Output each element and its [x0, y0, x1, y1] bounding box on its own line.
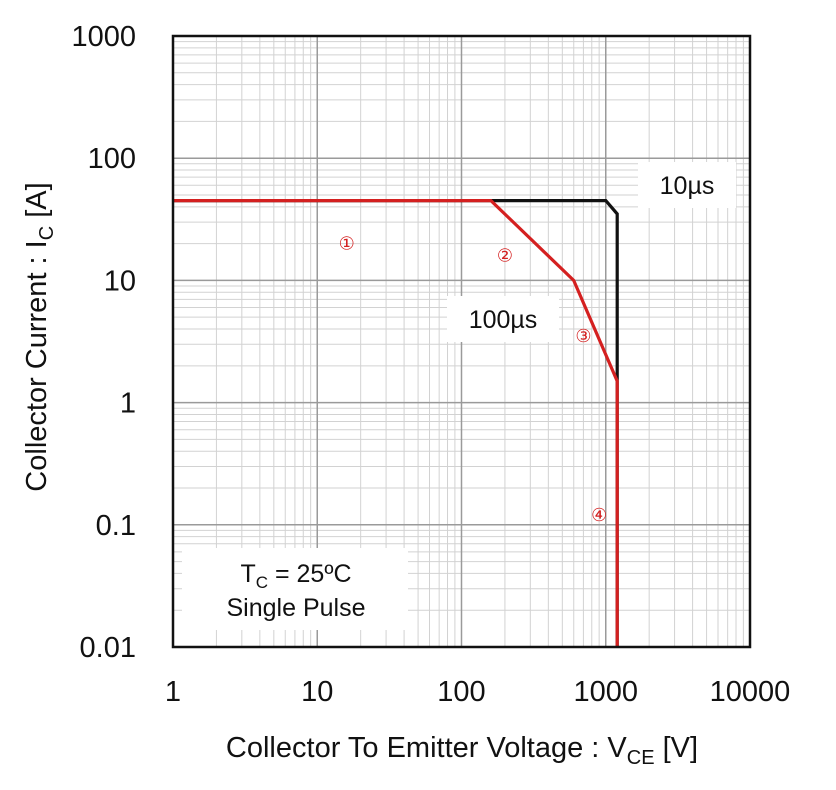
label-10us-box	[638, 162, 736, 208]
y-axis-label: Collector Current : IC [A]	[21, 182, 58, 491]
region-marker: ④	[591, 505, 607, 526]
y-axis-label-unit: [A]	[21, 182, 53, 226]
x-tick-label: 10	[301, 676, 333, 708]
major-grid	[173, 36, 750, 647]
minor-grid	[173, 36, 750, 647]
region-marker: ②	[497, 245, 513, 266]
label-10us: 10µs	[660, 172, 715, 200]
y-tick-label: 1000	[71, 21, 136, 53]
region-marker: ③	[575, 326, 591, 347]
x-axis-label-main: Collector To Emitter Voltage : V	[226, 732, 627, 764]
series-layer: ① ② ③ ④	[173, 199, 619, 647]
plot-frame	[171, 34, 752, 649]
tick-labels: 1 10 100 1000 10000 0.01 0.1 1 10 100 1000	[71, 21, 790, 708]
annotation-boxes	[182, 162, 736, 630]
condition-tc-main: T	[240, 560, 255, 588]
condition-single-pulse: Single Pulse	[227, 594, 366, 622]
y-axis-label-main: Collector Current : I	[21, 240, 53, 491]
y-tick-label: 0.1	[96, 510, 136, 542]
series-line-100s	[173, 199, 619, 647]
x-axis-label-sub: CE	[627, 747, 655, 769]
x-tick-label: 1	[165, 676, 181, 708]
condition-tc-sub: C	[256, 573, 268, 592]
x-tick-label: 100	[437, 676, 485, 708]
y-axis-label-sub: C	[36, 226, 58, 240]
condition-tc-rest: = 25ºC	[268, 560, 351, 588]
x-tick-label: 10000	[710, 676, 791, 708]
label-100us: 100µs	[469, 306, 538, 334]
y-tick-label: 100	[88, 143, 136, 175]
region-marker: ①	[339, 234, 355, 255]
y-tick-label: 10	[104, 265, 136, 297]
condition-tc: TC = 25ºC	[240, 560, 351, 592]
x-tick-label: 1000	[573, 676, 638, 708]
x-axis-label: Collector To Emitter Voltage : VCE [V]	[226, 732, 698, 769]
y-tick-label: 0.01	[80, 632, 136, 664]
y-tick-label: 1	[120, 388, 136, 420]
conditions-box	[182, 548, 408, 630]
x-axis-label-unit: [V]	[655, 732, 699, 764]
label-100us-box	[447, 296, 559, 342]
